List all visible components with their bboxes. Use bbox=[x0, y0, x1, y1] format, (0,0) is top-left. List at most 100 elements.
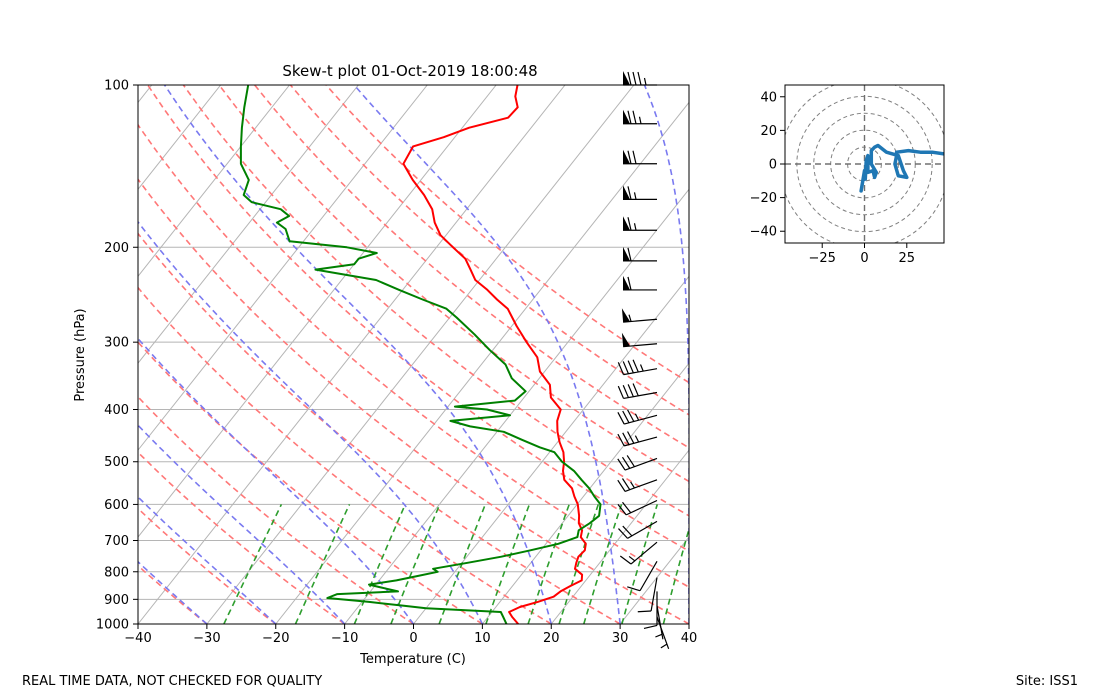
skewt-axes: −40 −30 −20 −10 0 10 20 30 40 100 200 300 400 500 600 7… bbox=[96, 79, 697, 647]
mixing-ratio-line bbox=[621, 504, 659, 624]
wind-barb bbox=[623, 275, 657, 291]
wind-barb-flag bbox=[623, 71, 630, 85]
wind-barb-half bbox=[633, 192, 637, 200]
isotherm--120 bbox=[0, 85, 14, 624]
hodograph-crosshair bbox=[785, 85, 944, 243]
isotherm-gridlines bbox=[0, 85, 689, 624]
mixing-ratio-line bbox=[527, 504, 570, 624]
wind-barb-full bbox=[632, 150, 637, 164]
y-tick-label: 300 bbox=[104, 336, 129, 351]
wind-barb bbox=[623, 149, 657, 165]
wind-barb bbox=[621, 308, 658, 323]
wind-barb-half bbox=[630, 481, 635, 489]
mixing-ratio-line bbox=[583, 504, 623, 624]
wind-barb-flag bbox=[623, 246, 630, 261]
wind-barb-full bbox=[637, 71, 642, 86]
wind-barb-flag bbox=[623, 275, 630, 290]
moist-adiabats bbox=[138, 85, 689, 624]
y-tick-label: 400 bbox=[104, 403, 129, 418]
mixing-ratio-line bbox=[558, 504, 600, 624]
moist-adiabat bbox=[643, 85, 689, 624]
temperature-profile bbox=[402, 85, 587, 624]
wind-barb-full bbox=[617, 503, 627, 516]
wind-barb bbox=[643, 591, 658, 629]
wind-barb-full bbox=[622, 410, 630, 424]
wind-barb bbox=[617, 383, 658, 400]
wind-barb-full bbox=[627, 276, 632, 291]
x-tick-label: 10 bbox=[474, 631, 491, 646]
wind-barb bbox=[619, 541, 658, 565]
dry-adiabats bbox=[138, 85, 689, 624]
isotherm-10 bbox=[481, 362, 689, 624]
wind-barb-full bbox=[627, 586, 641, 592]
isotherm--50 bbox=[138, 85, 497, 538]
wind-barb-full bbox=[627, 150, 632, 164]
wind-barb-full bbox=[627, 71, 632, 86]
isotherm--90 bbox=[138, 85, 222, 191]
wind-barb-shaft bbox=[639, 560, 658, 592]
skewt-plot-area bbox=[0, 85, 689, 624]
dry-adiabat bbox=[325, 85, 689, 384]
hodograph-trace bbox=[859, 143, 944, 193]
isotherm--110 bbox=[0, 85, 83, 624]
wind-barb-full bbox=[622, 525, 633, 537]
wind-barb bbox=[627, 560, 658, 592]
x-tick-label: 0 bbox=[409, 631, 417, 646]
skewt-panel: Skew-t plot 01-Oct-2019 18:00:48 −40 −30−… bbox=[0, 62, 697, 667]
wind-barb-half bbox=[655, 633, 663, 638]
dry-adiabat bbox=[218, 85, 689, 483]
x-tick-label: 20 bbox=[543, 631, 560, 646]
y-tick-label: 800 bbox=[104, 565, 129, 580]
hodo-x-tick-label: 0 bbox=[860, 251, 868, 266]
wind-barb-shaft bbox=[623, 391, 658, 400]
wind-barb bbox=[617, 359, 658, 376]
y-tick-label: 200 bbox=[104, 241, 129, 256]
y-tick-label: 700 bbox=[104, 534, 129, 549]
isotherm--10 bbox=[344, 188, 689, 624]
wind-barb-full bbox=[627, 409, 635, 422]
wind-barb-full bbox=[632, 71, 637, 86]
hodo-y-tick-label: 0 bbox=[769, 158, 777, 173]
mixing-ratio-line bbox=[438, 504, 487, 624]
wind-barb-flag bbox=[623, 185, 630, 200]
x-tick-label: −40 bbox=[124, 631, 151, 646]
x-tick-label: −30 bbox=[193, 631, 220, 646]
x-tick-label: 40 bbox=[681, 631, 698, 646]
wind-barb-half bbox=[628, 314, 632, 322]
wind-barb-full bbox=[627, 186, 632, 200]
mixing-ratio-line bbox=[223, 504, 283, 624]
wind-barb-shaft bbox=[624, 436, 658, 447]
wind-barb-full bbox=[617, 433, 625, 447]
hodo-y-tick-label: −20 bbox=[750, 191, 777, 206]
wind-barb-full bbox=[622, 361, 629, 374]
isotherm--30 bbox=[206, 85, 635, 624]
wind-barb-shaft bbox=[623, 343, 658, 348]
hodo-y-tick-label: 40 bbox=[760, 90, 777, 105]
hodograph-line bbox=[859, 143, 944, 193]
hodo-x-tick-label: −25 bbox=[808, 251, 835, 266]
wind-barb bbox=[617, 455, 658, 471]
wind-barb-shaft bbox=[624, 414, 658, 425]
moist-adiabat bbox=[138, 220, 484, 624]
hodograph-axes: −25 0 25 −40 −20 0 20 40 bbox=[750, 90, 915, 266]
wind-barb-full bbox=[621, 456, 631, 469]
wind-barb-full bbox=[618, 528, 628, 539]
wind-barb-full bbox=[643, 624, 658, 629]
wind-barb-half bbox=[639, 364, 644, 372]
mixing-ratio-lines bbox=[223, 504, 689, 624]
isobar-gridlines bbox=[138, 85, 689, 624]
wind-barb bbox=[623, 216, 657, 231]
wind-barb-shaft bbox=[625, 499, 658, 516]
dry-adiabat bbox=[138, 507, 277, 624]
x-tick-label: −10 bbox=[331, 631, 358, 646]
wind-barb-half bbox=[628, 555, 636, 562]
wind-barb-full bbox=[627, 360, 634, 374]
y-tick-label: 500 bbox=[104, 455, 129, 470]
wind-barb-half bbox=[634, 435, 640, 443]
wind-barb-full bbox=[622, 501, 632, 514]
wind-barb-flag bbox=[623, 216, 630, 231]
dry-adiabat bbox=[138, 340, 483, 624]
hodograph-panel: −25 0 25 −40 −20 0 20 40 bbox=[750, 84, 945, 266]
y-tick-label: 600 bbox=[104, 498, 129, 513]
